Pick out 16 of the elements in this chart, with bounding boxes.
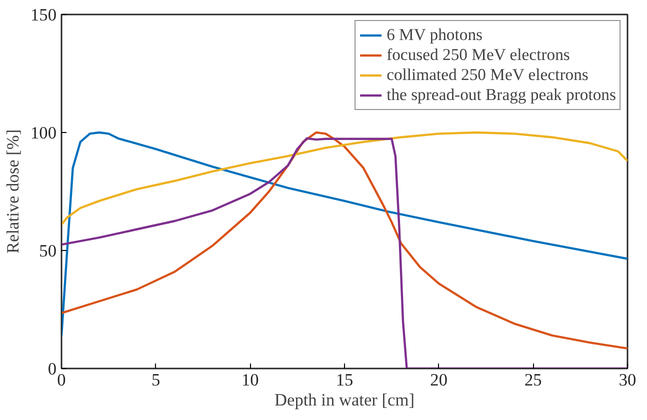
legend-label: focused 250 MeV electrons — [386, 45, 570, 65]
legend-label: 6 MV photons — [386, 25, 483, 45]
y-tick-label: 100 — [30, 124, 57, 142]
x-tick-label: 30 — [618, 370, 636, 390]
y-tick-label: 50 — [39, 242, 56, 260]
x-axis-title: Depth in water [cm] — [274, 390, 415, 410]
x-tick-label: 15 — [336, 370, 354, 390]
x-tick-label: 25 — [524, 370, 542, 390]
y-tick-label: 150 — [30, 6, 57, 24]
line-series — [62, 131, 628, 226]
legend-label: collimated 250 MeV electrons — [386, 65, 588, 85]
y-axis-title: Relative dose [%] — [4, 129, 23, 254]
legend-label: the spread-out Bragg peak protons — [386, 85, 616, 105]
x-tick-label: 10 — [242, 370, 259, 390]
x-tick-label: 5 — [152, 370, 160, 390]
x-tick-label: 20 — [430, 370, 448, 390]
